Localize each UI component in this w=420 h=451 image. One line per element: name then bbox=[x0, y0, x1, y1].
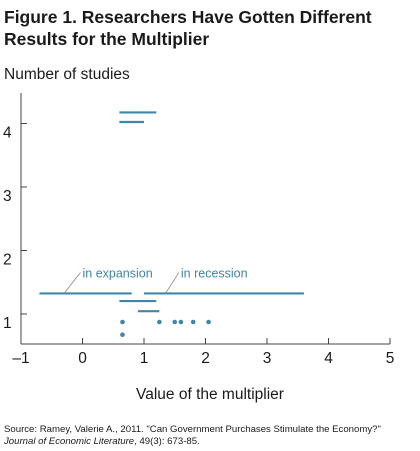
point-estimate bbox=[157, 319, 162, 325]
chart-title: Figure 1. Researchers Have Gotten Differ… bbox=[4, 7, 372, 49]
x-tick-label: 5 bbox=[386, 350, 395, 367]
annotation-label: in expansion bbox=[83, 267, 153, 281]
point-estimate bbox=[172, 319, 178, 325]
point-estimate bbox=[190, 319, 196, 325]
source-citation-line: Journal of Economic Literature, 49(3): 6… bbox=[4, 436, 418, 448]
annotation-leader bbox=[63, 272, 81, 294]
point-estimate bbox=[120, 332, 125, 338]
x-axis-label: Value of the multiplier bbox=[136, 386, 284, 403]
y-tick-label: 1 bbox=[3, 315, 12, 332]
x-tick-label: 4 bbox=[324, 350, 333, 367]
x-tick-label: 1 bbox=[140, 350, 149, 367]
x-tick-label: 0 bbox=[78, 350, 87, 367]
point-estimate bbox=[206, 319, 211, 325]
annotation-label: in recession bbox=[181, 267, 248, 281]
point-estimate bbox=[120, 319, 125, 325]
point-estimate bbox=[178, 319, 184, 325]
y-tick-label: 2 bbox=[3, 252, 12, 269]
y-axis-label: Number of studies bbox=[4, 66, 130, 83]
x-tick-label: –1 bbox=[12, 350, 29, 367]
y-tick-label: 4 bbox=[3, 125, 12, 142]
journal-name: Journal of Economic Literature bbox=[4, 436, 135, 447]
citation-details: , 49(3): 673-85. bbox=[134, 436, 200, 447]
x-tick-label: 2 bbox=[201, 350, 210, 367]
annotation-leader bbox=[165, 272, 180, 294]
x-tick-label: 3 bbox=[263, 350, 272, 367]
source-line: Source: Ramey, Valerie A., 2011. "Can Go… bbox=[4, 424, 381, 435]
y-tick-label: 3 bbox=[3, 188, 12, 205]
source-note: Source: Ramey, Valerie A., 2011. "Can Go… bbox=[4, 424, 418, 448]
